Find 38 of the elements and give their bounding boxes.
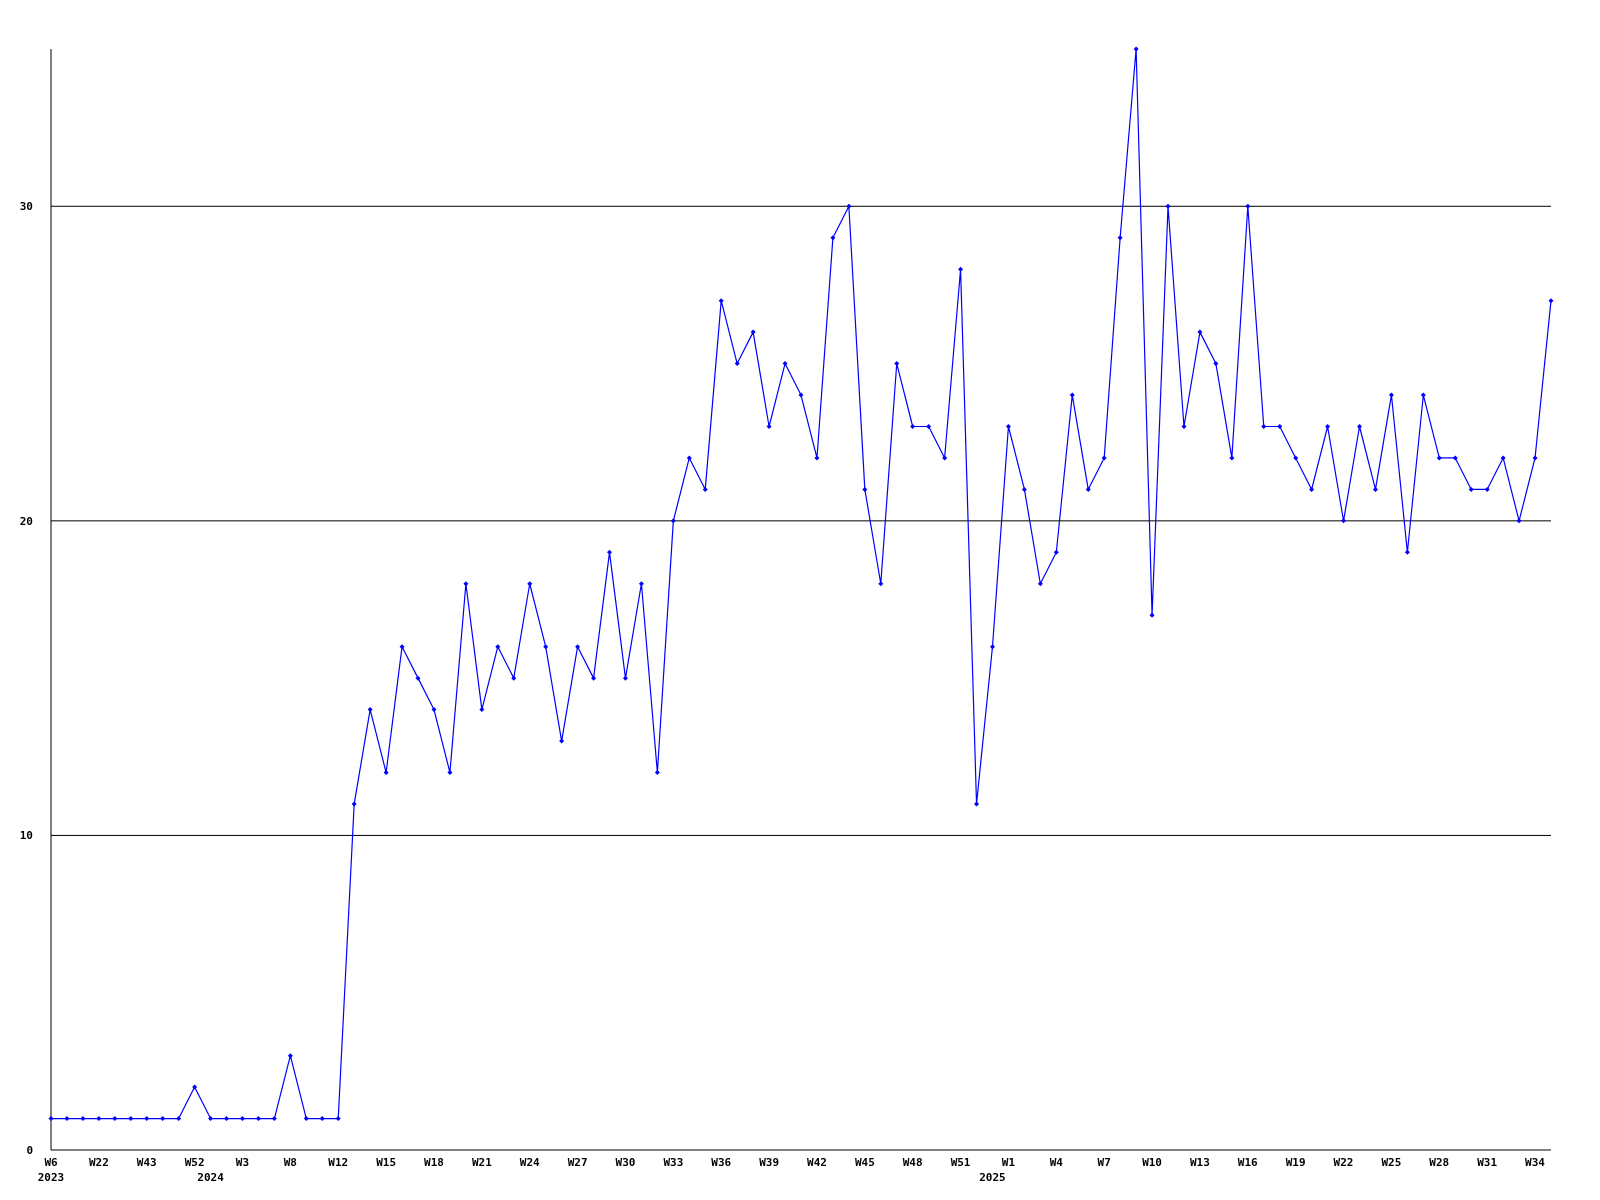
x-tick-label: W22 (1333, 1156, 1354, 1169)
x-tick-label: W7 (1097, 1156, 1111, 1169)
x-tick-label: W31 (1477, 1156, 1498, 1169)
x-tick-label: W1 (1001, 1156, 1016, 1169)
x-tick-label: W36 (711, 1156, 732, 1169)
x-tick-label: W8 (283, 1156, 297, 1169)
x-tick-label: W15 (376, 1156, 397, 1169)
x-tick-label: W33 (663, 1156, 684, 1169)
y-tick-label: 0 (26, 1143, 33, 1157)
x-tick-label: W30 (615, 1156, 636, 1169)
x-tick-label: W42 (807, 1156, 827, 1169)
x-tick-label: W25 (1381, 1156, 1402, 1169)
x-tick-label: W24 (519, 1156, 541, 1169)
x-tick-label: W4 (1049, 1156, 1064, 1169)
x-tick-label: W43 (136, 1156, 157, 1169)
x-tick-label: W48 (902, 1156, 923, 1169)
y-tick-label: 20 (19, 514, 33, 528)
y-tick-label: 10 (19, 829, 33, 843)
x-tick-label: 2024 (197, 1171, 225, 1184)
x-tick-label: W51 (950, 1156, 971, 1169)
x-tick-label: W10 (1142, 1156, 1162, 1169)
x-tick-label: W27 (567, 1156, 588, 1169)
x-tick-label: W39 (759, 1156, 780, 1169)
x-tick-label: W13 (1190, 1156, 1210, 1169)
y-tick-label: 30 (19, 200, 33, 214)
x-tick-label: W45 (854, 1156, 875, 1169)
x-tick-label: W18 (424, 1156, 444, 1169)
x-tick-label: W21 (471, 1156, 493, 1169)
x-tick-label: W12 (328, 1156, 349, 1169)
x-tick-label: 2025 (979, 1171, 1006, 1184)
x-tick-label: W52 (184, 1156, 205, 1169)
x-tick-label: W19 (1285, 1156, 1306, 1169)
x-tick-label: W16 (1237, 1156, 1259, 1169)
x-tick-label: W28 (1429, 1156, 1450, 1169)
x-tick-label: W34 (1525, 1156, 1546, 1169)
x-tick-label: W3 (235, 1156, 250, 1169)
x-tick-label: W22 (88, 1156, 109, 1169)
x-tick-label: W6 2023 (37, 1156, 65, 1184)
